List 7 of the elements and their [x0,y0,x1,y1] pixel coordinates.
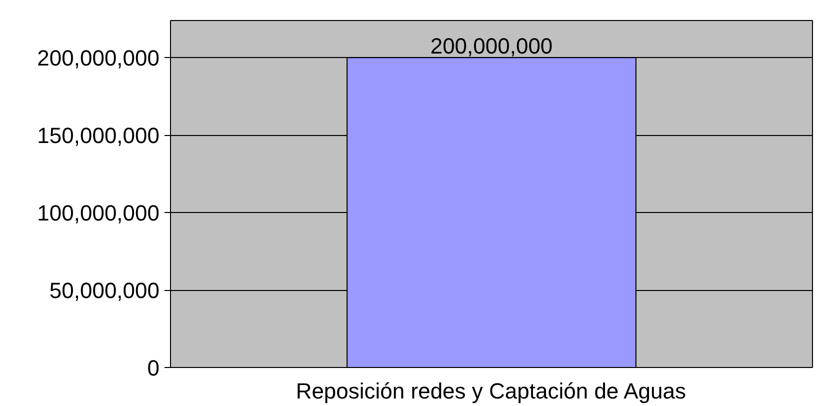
y-tick-label: 0 [147,356,160,380]
x-tick-label: Reposición redes y Captación de Aguas [296,378,686,404]
y-tick-label: 150,000,000 [37,123,160,148]
y-tick-label: 50,000,000 [49,278,160,304]
data-label: 200,000,000 [430,34,553,59]
y-tick-label: 100,000,000 [37,200,160,226]
y-tick-label: 200,000,000 [37,46,160,71]
